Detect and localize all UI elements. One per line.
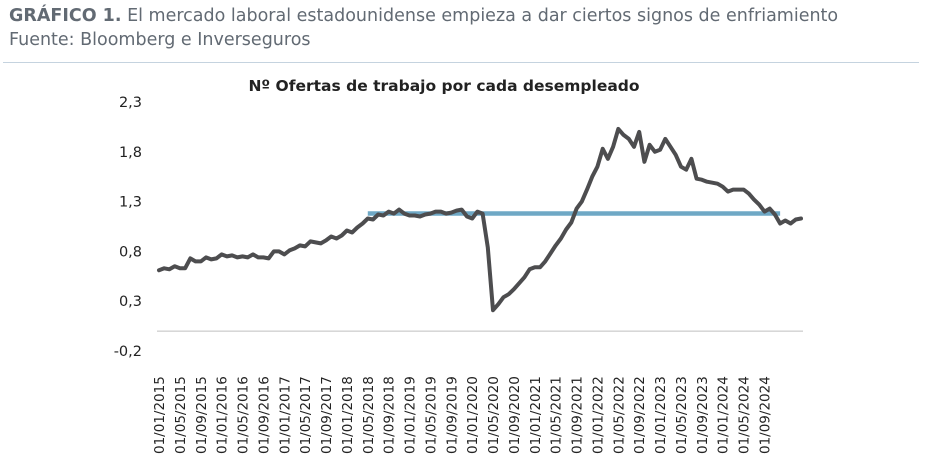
- y-tick-label: 0,3: [119, 294, 142, 310]
- x-tick-label: 01/09/2022: [632, 376, 648, 454]
- x-tick-label: 01/09/2016: [256, 376, 272, 454]
- x-tick-label: 01/01/2021: [528, 376, 544, 454]
- x-tick-label: 01/05/2023: [674, 376, 690, 454]
- x-tick-label: 01/01/2019: [403, 376, 419, 454]
- x-tick-label: 01/01/2020: [465, 376, 481, 454]
- y-tick-label: 2,3: [119, 95, 142, 111]
- y-axis: 2,3 1,8 1,3 0,8 0,3 -0,2: [114, 95, 142, 360]
- x-tick-label: 01/09/2019: [444, 376, 460, 454]
- x-tick-label: 01/05/2022: [611, 376, 627, 454]
- series-line: [159, 129, 801, 310]
- x-tick-label: 01/09/2017: [319, 376, 335, 454]
- y-tick-label: 1,8: [119, 145, 142, 161]
- x-tick-label: 01/01/2017: [277, 376, 293, 454]
- y-tick-label: 0,8: [119, 244, 142, 260]
- x-tick-label: 01/01/2018: [340, 376, 356, 454]
- x-tick-label: 01/01/2023: [653, 376, 669, 454]
- x-tick-label: 01/05/2021: [549, 376, 565, 454]
- x-tick-label: 01/09/2024: [757, 376, 773, 454]
- x-tick-label: 01/01/2015: [152, 376, 168, 454]
- x-tick-label: 01/09/2018: [382, 376, 398, 454]
- x-tick-label: 01/05/2016: [236, 376, 252, 454]
- x-tick-label: 01/05/2024: [737, 376, 753, 454]
- x-axis: 01/01/2015 01/05/2015 01/09/2015 01/01/2016…: [152, 376, 773, 454]
- chart-title: Nº Ofertas de trabajo por cada desemplea…: [248, 77, 639, 95]
- x-tick-label: 01/09/2020: [507, 376, 523, 454]
- x-tick-label: 01/09/2015: [194, 376, 210, 454]
- x-tick-label: 01/05/2018: [361, 376, 377, 454]
- x-tick-label: 01/05/2020: [486, 376, 502, 454]
- x-tick-label: 01/09/2023: [695, 376, 711, 454]
- x-tick-label: 01/01/2022: [590, 376, 606, 454]
- x-tick-label: 01/05/2017: [298, 376, 314, 454]
- x-tick-label: 01/05/2019: [423, 376, 439, 454]
- x-tick-label: 01/05/2015: [173, 376, 189, 454]
- y-tick-label: 1,3: [119, 195, 142, 211]
- y-tick-label: -0,2: [114, 344, 142, 360]
- x-tick-label: 01/01/2024: [716, 376, 732, 454]
- x-tick-label: 01/09/2021: [570, 376, 586, 454]
- x-tick-label: 01/01/2016: [215, 376, 231, 454]
- line-chart: Nº Ofertas de trabajo por cada desemplea…: [0, 0, 927, 459]
